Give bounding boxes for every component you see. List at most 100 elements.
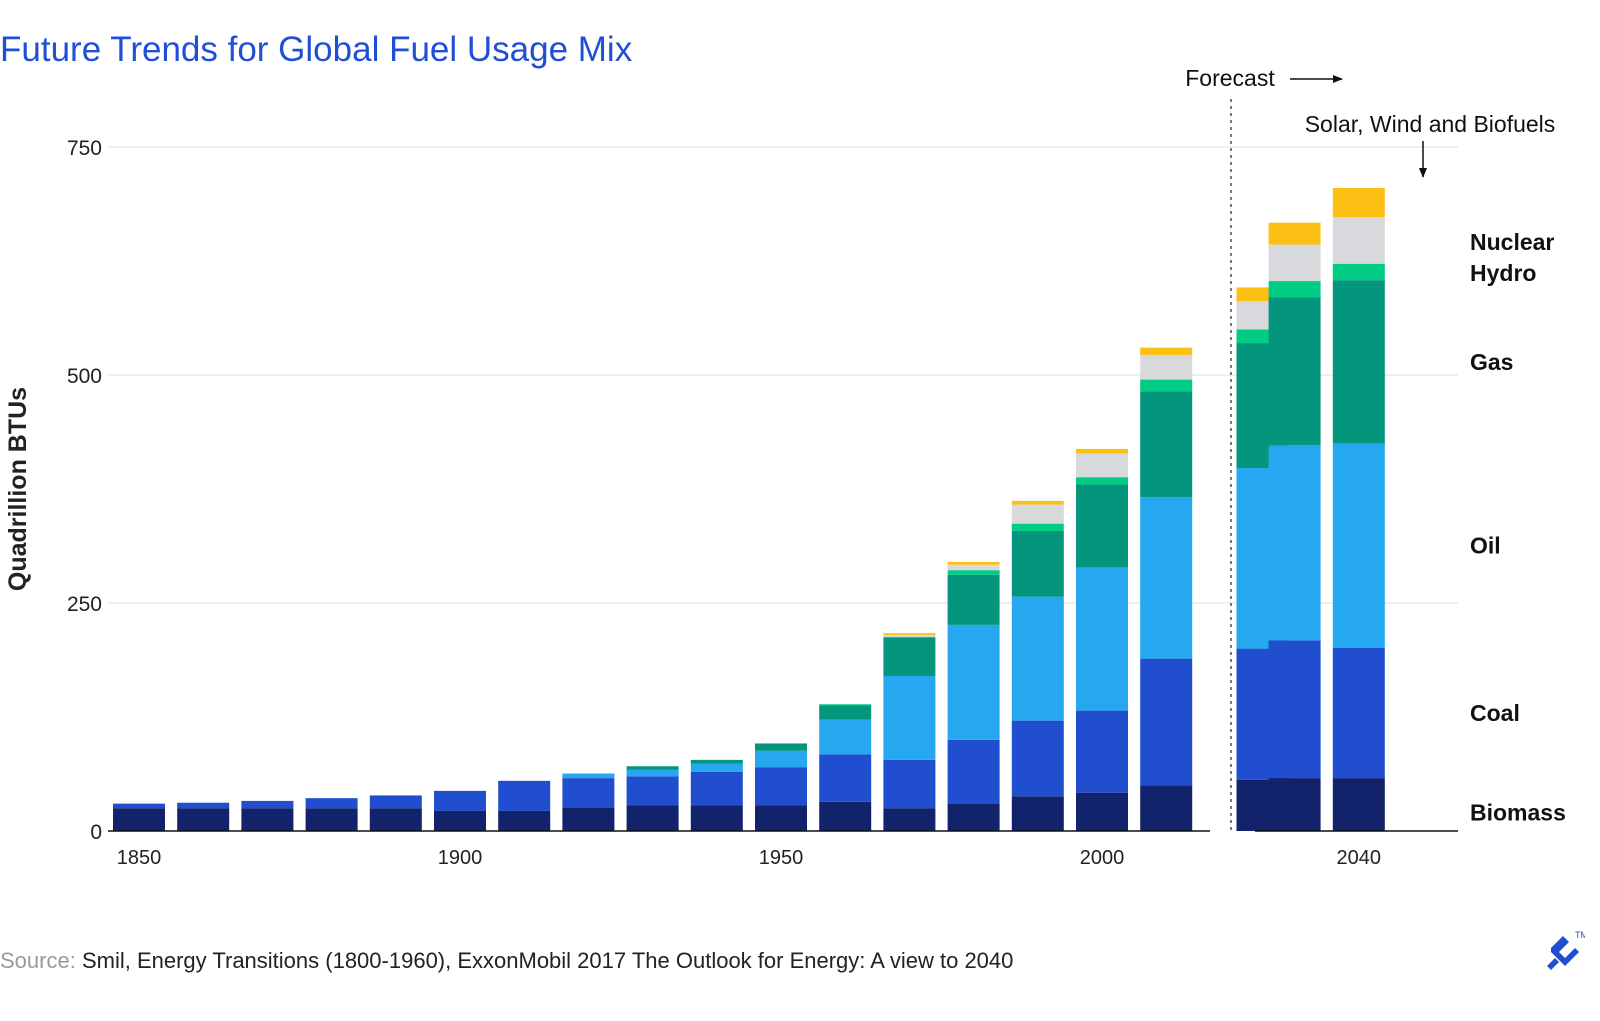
legend-label-oil: Oil [1470,533,1501,559]
bar-segment-coal-1920 [562,778,615,808]
bar-segment-hydro-1980 [947,570,1000,575]
bar-segment-coal-1860 [177,802,230,809]
trademark-label: TM [1575,930,1585,940]
bar-segment-biomass-1960 [819,801,872,831]
bar-stack-1980 [947,561,1000,831]
bar-segment-oil-2000 [1076,567,1128,711]
bar-stack-1860 [177,802,230,831]
axes: 0 250 500 750 Quadrillion BTUs 1850 1900 1950 20… [4,137,1458,869]
bar-segment-biomass-1850 [113,808,165,831]
bar-segment-solar-wind-biofuels-2000 [1076,448,1128,454]
bar-stack-1910 [498,780,551,831]
legend-label-nuclear: Nuclear [1470,229,1554,255]
bar-stack-1880 [305,798,358,831]
legend-label-biomass: Biomass [1470,800,1566,826]
legend-label-gas: Gas [1470,349,1513,375]
bar-segment-biomass-1930 [626,805,679,831]
y-tick-label: 0 [90,821,102,844]
source-line: Source: Smil, Energy Transitions (1800-1… [0,948,1013,974]
bar-stack-1940 [690,759,743,831]
x-tick-label: 2040 [1337,847,1382,869]
bar-segment-biomass-2030 [1268,778,1321,831]
bar-segment-coal-1950 [755,767,807,806]
bar-segment-coal-2040 [1332,647,1385,779]
bar-segment-solar-wind-biofuels-1990 [1011,500,1064,505]
bar-stack-1970 [883,633,936,831]
bar-segment-biomass-1940 [690,805,743,831]
bar-segment-biomass-1970 [883,808,936,831]
bar-segment-gas-1980 [947,574,1000,625]
bar-segment-coal-1910 [498,780,551,811]
y-tick-label: 500 [67,365,102,388]
bar-stack-1870 [241,800,294,831]
legend: Nuclear Hydro Gas Oil Coal Biomass [1470,229,1566,826]
bar-segment-coal-1940 [690,771,743,806]
x-tick-label: 1900 [438,847,483,869]
bar-segment-biomass-1890 [369,808,422,831]
bar-segment-gas-1940 [690,759,743,764]
bar-segment-oil-2040 [1332,443,1385,648]
bar-stack-1960 [819,704,872,831]
bar-segment-coal-1850 [113,803,165,809]
bar-segment-oil-1990 [1011,596,1064,721]
bar-segment-hydro-1960 [819,704,872,706]
bar-segment-coal-1890 [369,795,422,809]
y-tick-label: 250 [67,593,102,616]
bar-segment-gas-1970 [883,637,936,676]
bar-segment-biomass-1980 [947,803,1000,831]
bar-segment-coal-1970 [883,759,936,809]
bar-segment-gas-2030 [1268,297,1321,446]
bar-segment-gas-2000 [1076,484,1128,568]
bar-segment-gas-1950 [755,743,807,751]
bar-segment-nuclear-2040 [1332,217,1385,264]
bar-segment-hydro-1970 [883,636,936,638]
bar-segment-biomass-1950 [755,805,807,831]
bar-segment-coal-1980 [947,739,1000,804]
bar-segment-hydro-2010 [1140,379,1193,392]
bar-segment-nuclear-1990 [1011,504,1064,524]
brand-logo-icon: TM [1547,930,1585,970]
x-tick-label: 1950 [759,847,804,869]
bar-segment-biomass-1920 [562,807,615,831]
gridlines [108,146,1458,604]
bar-segment-coal-2000 [1076,710,1128,793]
bar-segment-oil-1930 [626,769,679,777]
bar-stack-1920 [562,773,615,831]
forecast-label: Forecast [1185,65,1275,91]
bar-segment-coal-2010 [1140,658,1193,786]
bar-segment-oil-1970 [883,675,936,760]
bar-segment-biomass-1990 [1011,796,1064,831]
bar-segment-hydro-1990 [1011,523,1064,531]
bar-segment-coal-2030 [1268,640,1321,779]
annotations: Forecast Solar, Wind and Biofuels [1185,65,1555,831]
bar-segment-biomass-1900 [434,810,486,831]
bar-segment-biomass-1910 [498,810,551,831]
bar-segment-nuclear-2000 [1076,453,1128,478]
bar-segment-nuclear-2030 [1268,244,1321,282]
bar-segment-solar-wind-biofuels-2030 [1268,222,1321,245]
bar-segment-oil-1950 [755,750,807,768]
bar-segment-gas-2010 [1140,391,1193,498]
bar-segment-hydro-2000 [1076,477,1128,485]
bar-stack-1900 [434,790,486,831]
bar-segment-hydro-2040 [1332,263,1385,281]
bar-stack-2010 [1140,347,1193,831]
bar-segment-coal-1960 [819,754,872,802]
bar-stack-1950 [755,743,807,831]
chart-title: Future Trends for Global Fuel Usage Mix [0,30,633,69]
y-axis-label: Quadrillion BTUs [4,387,32,591]
bar-segment-biomass-1860 [177,808,230,831]
bar-segment-solar-wind-biofuels-2040 [1332,188,1385,218]
bar-segment-coal-1990 [1011,720,1064,797]
bar-segment-oil-2010 [1140,497,1193,659]
bar-segment-nuclear-2010 [1140,354,1193,380]
bar-segment-oil-2030 [1268,445,1321,641]
bar-segment-solar-wind-biofuels-2010 [1140,347,1193,355]
bar-segment-gas-2040 [1332,280,1385,444]
bar-segment-gas-1990 [1011,530,1064,597]
bar-stack-2040 [1332,188,1385,831]
bar-stack-2000 [1076,448,1128,831]
bar-segment-coal-1900 [434,790,486,811]
bar-segment-solar-wind-biofuels-1980 [947,561,1000,565]
bar-segment-biomass-1880 [305,808,358,831]
